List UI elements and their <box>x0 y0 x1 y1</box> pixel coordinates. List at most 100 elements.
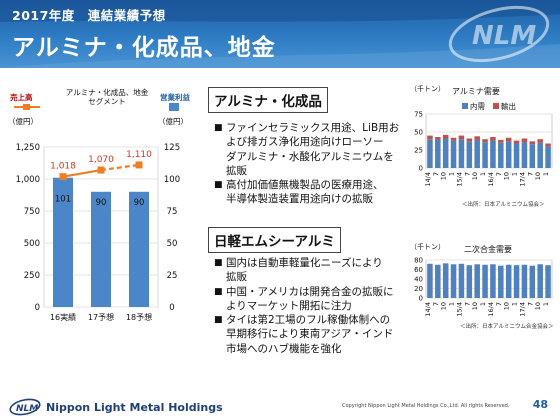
export-bar <box>537 139 543 143</box>
profit-legend-swatch <box>169 103 179 111</box>
footer-company-logo: NLM Nippon Light Metal Holdings <box>8 398 223 416</box>
alloy-chart-source: ＜出所：日本アルミニウム合金協会＞ <box>460 324 554 330</box>
alloy-chart-title: 二次合金需要 <box>464 245 512 254</box>
slide-header: 2017年度 連結業績予想 アルミナ・化成品、地金 NLM <box>0 0 560 68</box>
profit-bar-label: 101 <box>55 195 71 205</box>
export-bar <box>505 137 512 142</box>
sales-label: 売上高 <box>10 93 33 102</box>
profit-label: 営業利益 <box>160 93 190 102</box>
sales-line-segment <box>62 168 102 178</box>
demand-bar <box>450 140 457 168</box>
demand-bar <box>521 264 528 298</box>
sales-line-segment-dashed <box>100 163 140 172</box>
export-bar <box>427 135 433 140</box>
section-title-nikkei-mc-alumi: 日軽エムシーアルミ <box>208 227 341 253</box>
y-tick-label: 75 <box>414 111 423 119</box>
left-axis-unit: （億円） <box>8 117 38 126</box>
x-tick-label: 10 <box>503 172 511 180</box>
demand-bar <box>474 139 480 168</box>
profit-bar <box>91 191 111 307</box>
demand-bar <box>537 142 543 168</box>
export-bar <box>474 136 480 140</box>
sales-data-label: 1,018 <box>50 162 76 172</box>
demand-bar <box>513 265 520 298</box>
x-tick-label: 1 <box>448 302 456 306</box>
demand-bar <box>427 139 433 168</box>
demand-bar <box>442 263 449 298</box>
sales-data-label: 1,070 <box>88 155 114 165</box>
demand-bar <box>458 263 465 298</box>
demand-bar <box>505 264 512 298</box>
x-tick-label: 1 <box>511 302 519 306</box>
x-tick-label: 16/4 <box>487 172 495 187</box>
alumina-chart-title: アルミナ需要 <box>452 87 500 96</box>
x-tick-label: 15/4 <box>455 172 463 187</box>
x-tick-label: 10 <box>503 302 511 310</box>
x-tick-label: 7 <box>526 302 534 306</box>
sales-point <box>97 166 105 174</box>
sales-legend-line-icon <box>14 104 40 110</box>
x-tick-label: 10 <box>534 302 542 310</box>
demand-bar <box>435 139 441 168</box>
demand-bar <box>521 142 528 168</box>
y-tick-label: 80 <box>414 257 423 265</box>
demand-bar <box>442 138 449 168</box>
demand-bar <box>450 264 457 298</box>
left-axis-tick-label: 1,000 <box>16 175 40 185</box>
export-bar <box>482 139 488 143</box>
nlm-footer-logo-icon: NLM <box>9 398 41 416</box>
export-bar <box>545 143 551 147</box>
demand-bar <box>482 264 488 298</box>
demand-bar <box>435 264 441 298</box>
page-number: 48 <box>532 398 548 411</box>
right-axis-unit: （億円） <box>158 117 188 126</box>
demand-bar <box>545 146 551 168</box>
x-tick-label: 15/4 <box>455 302 463 317</box>
x-tick-label: 10 <box>440 302 448 310</box>
x-tick-label: 10 <box>534 172 542 180</box>
export-bar <box>521 138 528 143</box>
demand-bar <box>498 142 504 168</box>
demand-bar <box>466 265 473 298</box>
demand-bar <box>490 264 496 298</box>
x-tick-label: 1 <box>448 172 456 176</box>
left-axis-tick-label: 0 <box>35 303 40 313</box>
x-tick-label: 1 <box>479 302 487 306</box>
x-tick-label: 1 <box>542 172 550 176</box>
right-axis-tick-label: 125 <box>164 143 180 153</box>
x-tick-label: 7 <box>432 302 440 306</box>
x-tick-label: 7 <box>495 302 503 306</box>
footer-company-name: Nippon Light Metal Holdings <box>46 400 223 414</box>
profit-bar <box>129 191 149 307</box>
category-label: 18予想 <box>126 312 152 322</box>
x-tick-label: 1 <box>542 302 550 306</box>
x-tick-label: 14/4 <box>424 302 432 317</box>
slide-title: アルミナ・化成品、地金 <box>12 35 276 61</box>
demand-bar <box>490 140 496 168</box>
demand-bar <box>537 264 543 298</box>
segment-label: アルミナ・化成品、地金 セグメント <box>62 88 152 107</box>
alumina-chart-unit: （千トン） <box>410 85 445 93</box>
y-tick-label: 0 <box>419 295 423 303</box>
section1-bullet-list: ファインセラミックス用途、LiB用および排ガス浄化用途向けローソーダアルミナ・水… <box>214 121 404 207</box>
legend-export: 輸出 <box>493 101 516 112</box>
y-tick-label: 50 <box>414 129 423 137</box>
demand-bar <box>529 144 536 168</box>
x-tick-label: 7 <box>495 172 503 176</box>
right-axis-tick-label: 75 <box>167 207 178 217</box>
section1-bullet: ファインセラミックス用途、LiB用および排ガス浄化用途向けローソーダアルミナ・水… <box>214 121 404 178</box>
demand-bar <box>529 265 536 298</box>
x-tick-label: 1 <box>511 172 519 176</box>
x-tick-label: 10 <box>471 172 479 180</box>
x-tick-label: 7 <box>463 172 471 176</box>
export-bar <box>498 139 504 143</box>
x-tick-label: 10 <box>471 302 479 310</box>
nlm-logo-watermark-icon: NLM <box>448 5 550 63</box>
demand-bar <box>505 141 512 168</box>
alloy-chart-unit: （千トン） <box>410 243 445 251</box>
sales-profit-combo-chart: 1,2501,0007505002500125100755025010116実績… <box>16 143 180 322</box>
demand-bar <box>458 139 465 168</box>
logo-text: NLM <box>472 21 536 51</box>
x-tick-label: 10 <box>440 172 448 180</box>
